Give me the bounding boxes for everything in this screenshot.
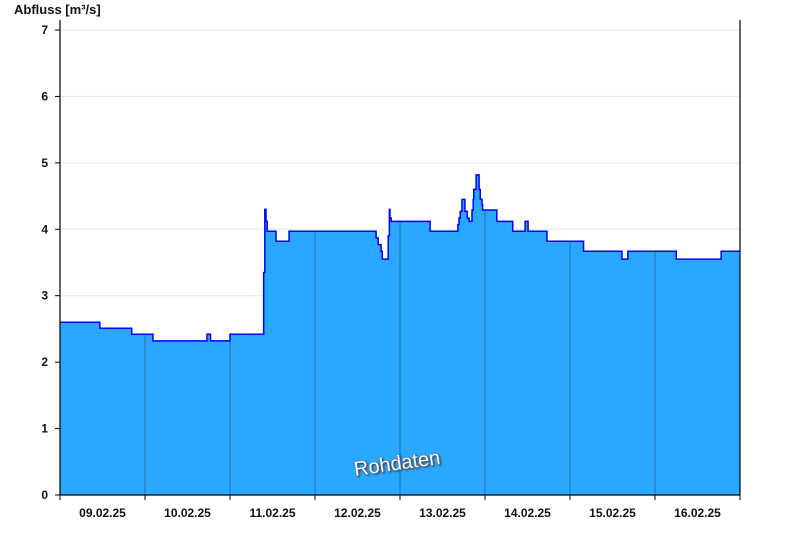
x-tick-label: 13.02.25 (419, 506, 466, 520)
day-separators (144, 211, 656, 495)
x-tick-label: 16.02.25 (674, 506, 721, 520)
y-tick-label: 6 (41, 89, 48, 103)
x-tick-label: 12.02.25 (334, 506, 381, 520)
y-tick-label: 7 (41, 23, 48, 37)
y-tick-label: 3 (41, 289, 48, 303)
discharge-line (60, 174, 740, 342)
y-tick-label: 0 (41, 488, 48, 502)
x-tick-label: 09.02.25 (79, 506, 126, 520)
tick-labels: 0 1 2 3 4 5 6 7 09.02.25 10.02.25 11.02.25 12.02.25… (41, 23, 721, 520)
x-tick-label: 15.02.25 (589, 506, 636, 520)
y-tick-label: 5 (41, 156, 48, 170)
y-tick-label: 1 (41, 422, 48, 436)
y-tick-label: 4 (41, 222, 48, 236)
x-tick-label: 11.02.25 (249, 506, 295, 520)
y-axis-label: Abfluss [m³/s] (14, 2, 101, 17)
axes (55, 20, 741, 500)
x-tick-label: 10.02.25 (164, 506, 211, 520)
y-tick-label: 2 (41, 355, 48, 369)
x-tick-label: 14.02.25 (504, 506, 551, 520)
